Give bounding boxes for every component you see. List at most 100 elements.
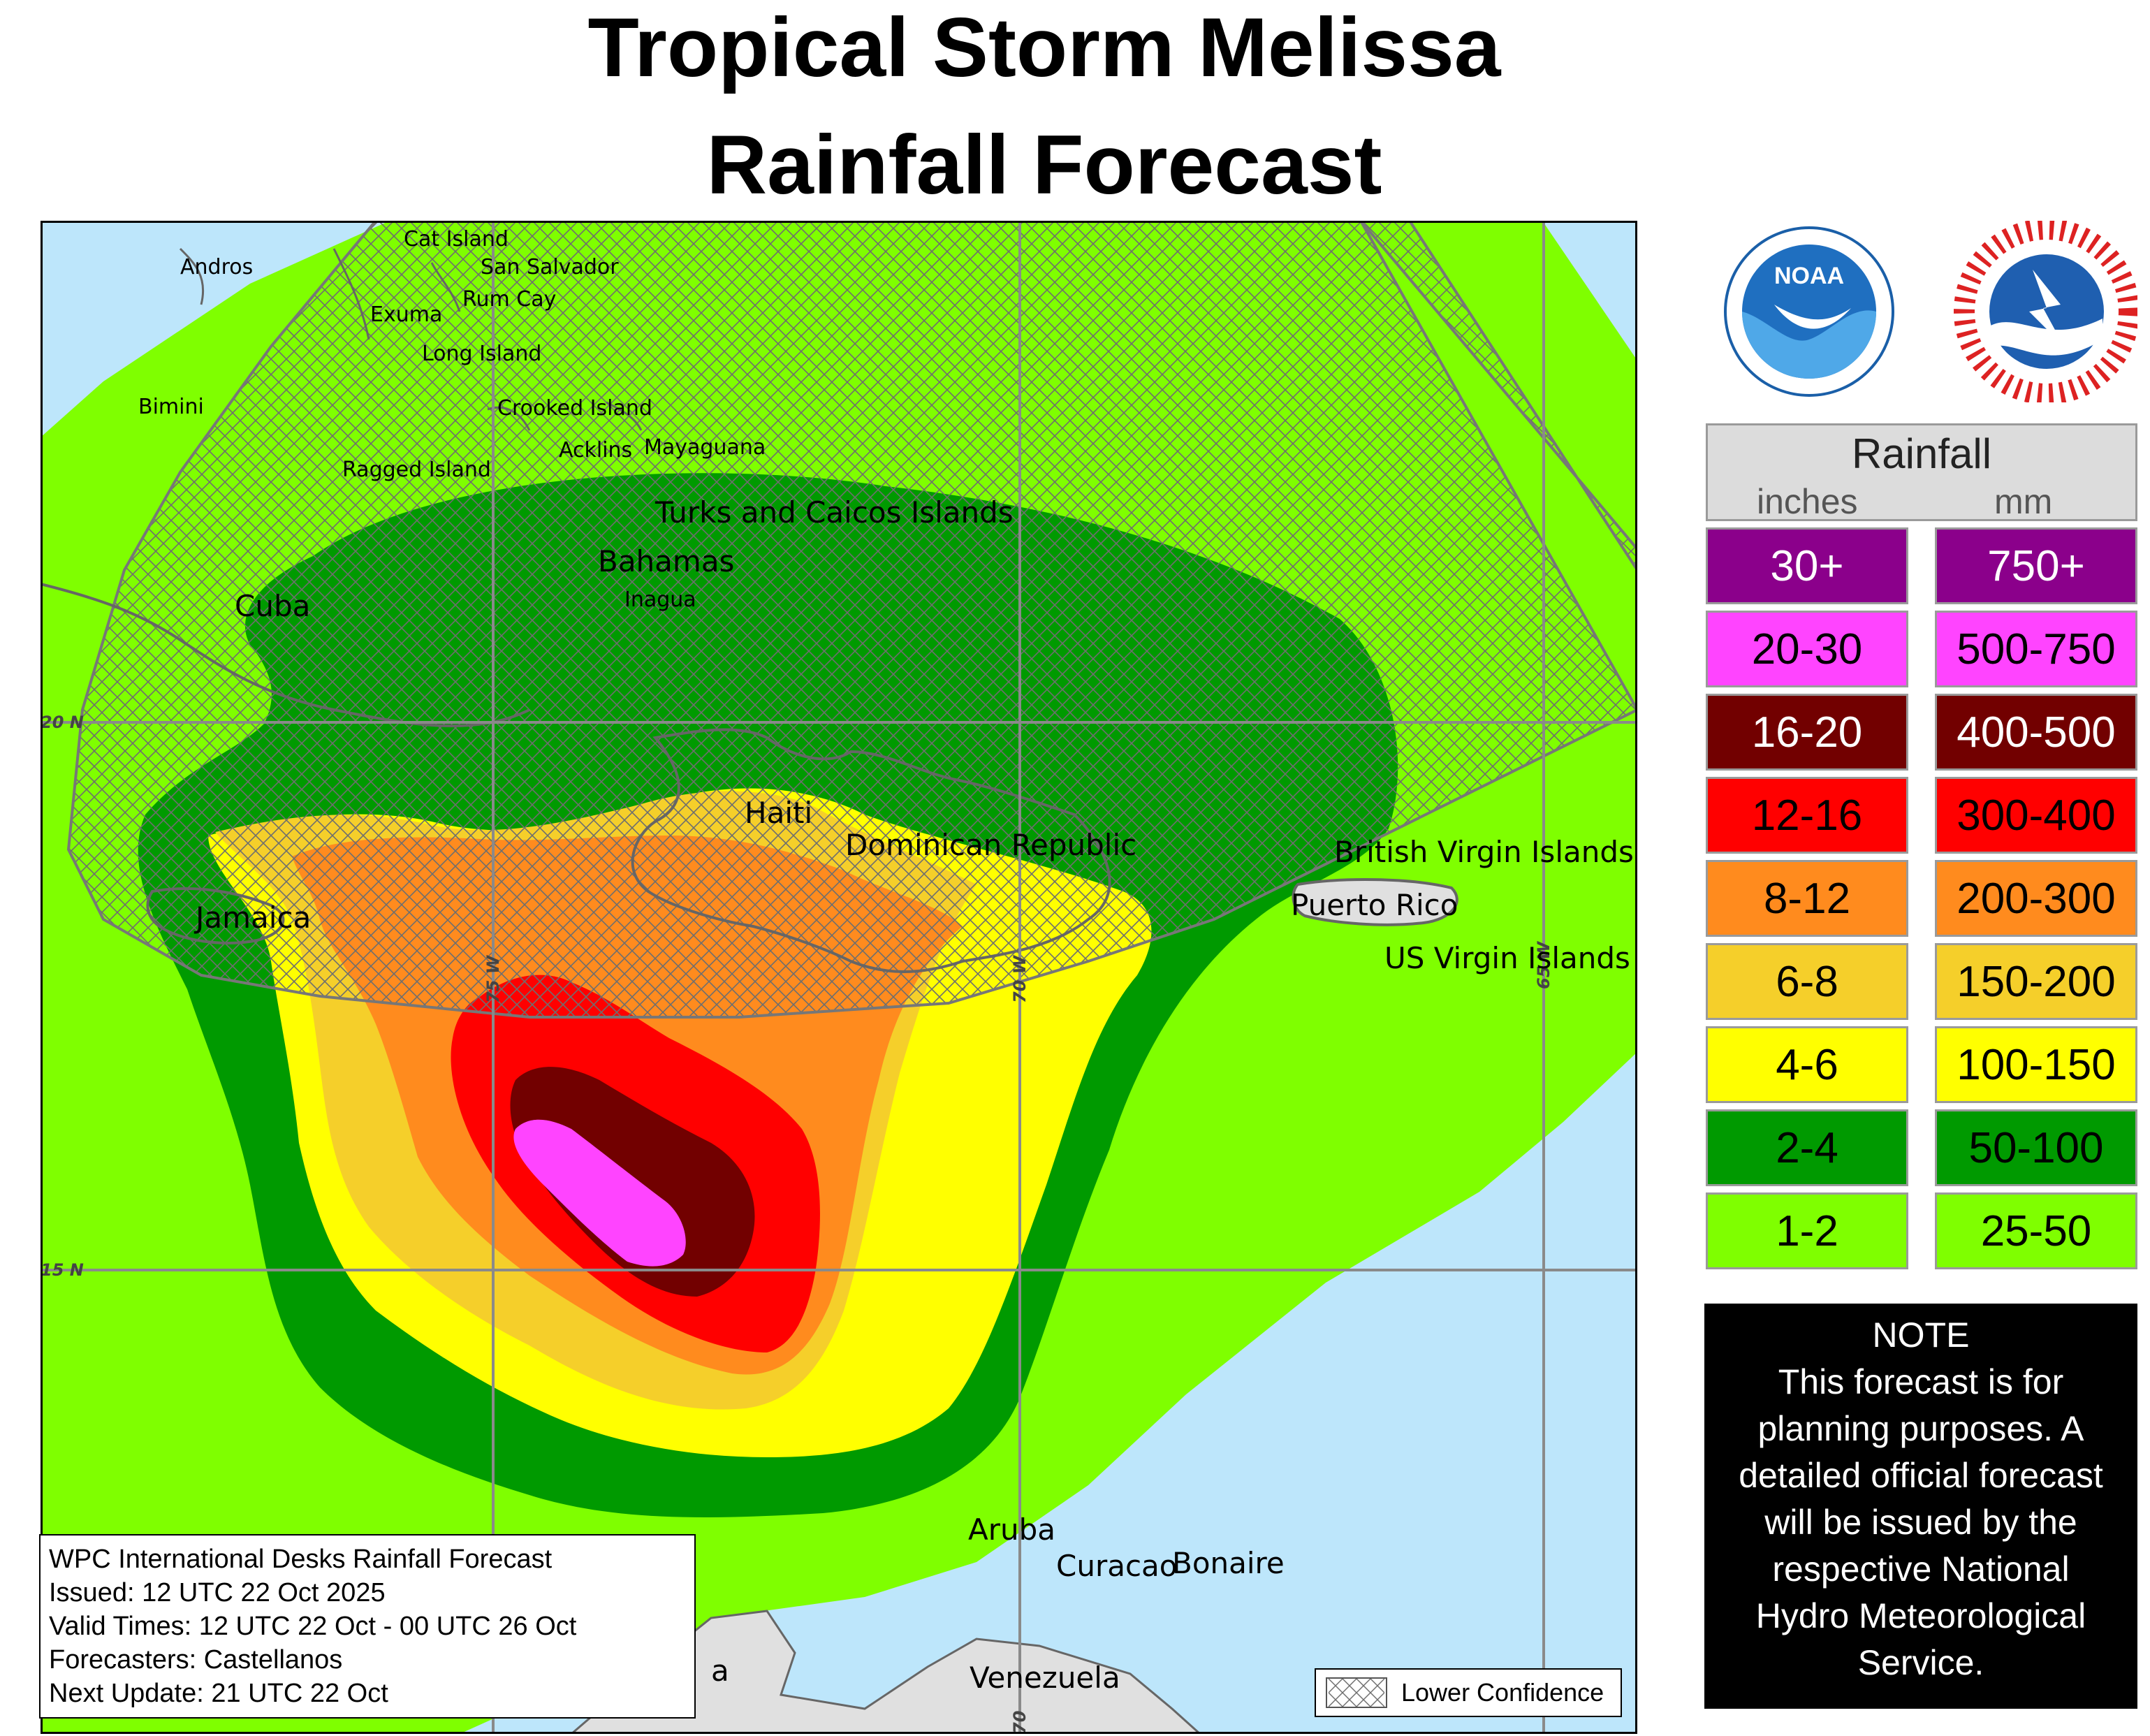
legend-cell-mm: 150-200: [1935, 943, 2137, 1020]
legend-unit-mm: mm: [1994, 482, 2053, 521]
lower-confidence-band: [1359, 221, 1637, 573]
legend-row: 6-8 150-200: [1706, 943, 2137, 1020]
label-aruba: Aruba: [968, 1512, 1055, 1547]
label-cuba: Cuba: [235, 589, 310, 623]
lower-confidence-area: [66, 221, 1637, 1019]
label-puerto-rico: Puerto Rico: [1291, 888, 1458, 922]
label-exuma: Exuma: [370, 302, 442, 327]
label-cat-island: Cat Island: [404, 227, 509, 251]
rain-20-30-region: [513, 1119, 686, 1267]
forecast-info-box: WPC International Desks Rainfall Forecas…: [39, 1534, 696, 1719]
info-issued: Issued: 12 UTC 22 Oct 2025: [49, 1578, 386, 1607]
lon-70w-label: 70 W: [1010, 954, 1030, 1003]
rainfall-map: 20 N 15 N 75 W 70 W 65 W 70 Andros Cat I…: [41, 221, 1637, 1734]
info-next-update: Next Update: 21 UTC 22 Oct: [49, 1679, 388, 1708]
label-bimini: Bimini: [138, 395, 204, 419]
note-line-3: detailed official forecast: [1739, 1456, 2103, 1495]
label-bahamas: Bahamas: [598, 544, 734, 578]
note-title: NOTE: [1872, 1315, 1970, 1355]
legend-cell-mm: 300-400: [1935, 777, 2137, 854]
label-colombia-partial: a: [711, 1654, 729, 1688]
label-jamaica: Jamaica: [193, 900, 311, 935]
legend-row: 16-20 400-500: [1706, 694, 2137, 771]
title-line-1: Tropical Storm Melissa: [587, 1, 1501, 94]
legend-cell-inches: 20-30: [1706, 611, 1908, 687]
legend-row: 20-30 500-750: [1706, 611, 2137, 687]
legend-row: 30+ 750+: [1706, 527, 2137, 604]
land-jamaica: [146, 887, 285, 944]
lat-15n-label: 15 N: [41, 1260, 84, 1280]
legend-cell-inches: 30+: [1706, 527, 1908, 604]
label-bonaire: Bonaire: [1172, 1546, 1285, 1580]
agency-logos: NOAA: [1724, 221, 2137, 402]
lower-confidence-label: Lower Confidence: [1401, 1678, 1604, 1707]
label-ragged-island: Ragged Island: [342, 458, 491, 482]
label-haiti: Haiti: [745, 796, 812, 830]
lon-70-bottom-label: 70: [1010, 1711, 1030, 1734]
legend-cell-mm: 750+: [1935, 527, 2137, 604]
label-venezuela: Venezuela: [970, 1661, 1120, 1695]
legend-cell-inches: 4-6: [1706, 1026, 1908, 1103]
legend-title: Rainfall: [1851, 430, 1992, 477]
noaa-logo-text: NOAA: [1774, 263, 1844, 289]
label-turks-caicos: Turks and Caicos Islands: [654, 495, 1014, 530]
graticule: [41, 221, 1637, 1734]
label-inagua: Inagua: [624, 588, 696, 612]
label-mayaguana: Mayaguana: [644, 435, 766, 460]
title-line-2: Rainfall Forecast: [706, 118, 1382, 212]
label-rum-cay: Rum Cay: [462, 287, 556, 312]
land-south-america: [569, 1610, 1202, 1734]
label-andros: Andros: [180, 255, 253, 279]
legend-unit-inches: inches: [1757, 482, 1858, 521]
label-san-salvador: San Salvador: [481, 255, 619, 279]
lon-75w-label: 75 W: [483, 954, 503, 1003]
legend-row: 1-2 25-50: [1706, 1192, 2137, 1269]
note-line-4: will be issued by the: [1764, 1503, 2077, 1542]
land-cuba: [41, 583, 530, 728]
lower-confidence-swatch: [1326, 1677, 1387, 1708]
legend-cell-inches: 1-2: [1706, 1192, 1908, 1269]
info-valid-times: Valid Times: 12 UTC 22 Oct - 00 UTC 26 O…: [49, 1612, 577, 1641]
legend-cell-mm: 100-150: [1935, 1026, 2137, 1103]
legend-row: 12-16 300-400: [1706, 777, 2137, 854]
label-acklins: Acklins: [559, 438, 632, 462]
legend-cell-mm: 500-750: [1935, 611, 2137, 687]
legend-cell-inches: 8-12: [1706, 860, 1908, 937]
label-us-virgin-islands: US Virgin Islands: [1384, 941, 1630, 975]
note-line-5: respective National: [1772, 1549, 2070, 1589]
legend-cell-mm: 25-50: [1935, 1192, 2137, 1269]
map-border: [41, 221, 1637, 1734]
rainfall-legend: Rainfall inches mm 30+ 750+ 20-30 500-750 16…: [1706, 423, 2137, 1269]
legend-cell-mm: 50-100: [1935, 1109, 2137, 1186]
note-line-1: This forecast is for: [1778, 1362, 2064, 1401]
legend-cell-inches: 12-16: [1706, 777, 1908, 854]
noaa-logo: NOAA: [1724, 226, 1894, 397]
land-bahamas: [179, 247, 643, 431]
legend-cell-mm: 400-500: [1935, 694, 2137, 771]
info-product-name: WPC International Desks Rainfall Forecas…: [49, 1545, 553, 1574]
label-long-island: Long Island: [422, 342, 541, 366]
info-forecasters: Forecasters: Castellanos: [49, 1645, 343, 1675]
label-crooked-island: Crooked Island: [497, 396, 652, 421]
land-hispaniola: [631, 728, 1111, 973]
lower-confidence-legend: Lower Confidence: [1315, 1668, 1622, 1717]
legend-cell-mm: 200-300: [1935, 860, 2137, 937]
nws-logo: [1954, 221, 2137, 402]
lon-65w-label: 65 W: [1534, 940, 1553, 989]
land-puerto-rico: [1292, 878, 1458, 926]
label-british-virgin-islands: British Virgin Islands: [1334, 835, 1634, 869]
label-dominican-republic: Dominican Republic: [845, 828, 1136, 862]
legend-header: Rainfall inches mm: [1706, 423, 2137, 521]
legend-row: 4-6 100-150: [1706, 1026, 2137, 1103]
legend-cell-inches: 6-8: [1706, 943, 1908, 1020]
legend-cell-inches: 2-4: [1706, 1109, 1908, 1186]
legend-row: 8-12 200-300: [1706, 860, 2137, 937]
note-box: NOTE This forecast is for planning purpo…: [1704, 1304, 2137, 1709]
note-line-2: planning purposes. A: [1757, 1409, 2084, 1448]
legend-rows: 30+ 750+ 20-30 500-750 16-20 400-500 12-16 300-…: [1706, 527, 2137, 1269]
legend-cell-inches: 16-20: [1706, 694, 1908, 771]
note-line-6: Hydro Meteorological: [1755, 1596, 2086, 1635]
lat-20n-label: 20 N: [41, 713, 84, 732]
note-line-7: Service.: [1857, 1643, 1984, 1682]
legend-row: 2-4 50-100: [1706, 1109, 2137, 1186]
